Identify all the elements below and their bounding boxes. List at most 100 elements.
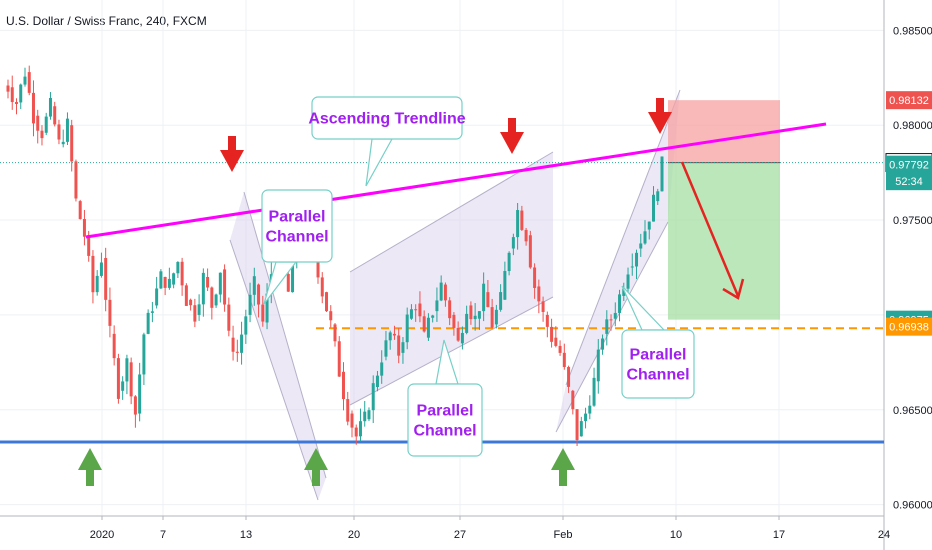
callout-box [407,383,483,457]
candle [469,305,473,320]
candle [630,266,634,268]
candle [163,276,167,288]
candle [652,194,656,222]
candle [490,307,494,328]
candle [218,272,222,295]
candle [443,284,447,301]
callout-text: Parallel [417,403,474,420]
candle [44,116,48,133]
candle [388,332,392,341]
candle [87,235,91,256]
price-badge-text: 0.96938 [889,322,929,334]
green-up-arrow-2 [304,448,328,486]
candle [36,115,40,131]
candle [31,92,35,124]
candle [248,294,252,315]
candle [150,311,154,313]
candle [409,309,413,319]
candle [562,352,566,368]
candle [503,271,507,300]
candle [159,271,163,289]
callout-text: Parallel [269,209,326,226]
candle [439,282,443,301]
candle [125,358,129,382]
candle [265,293,269,323]
green-up-arrow-1 [78,448,102,486]
candle [486,292,490,308]
candle [235,351,239,353]
candle [240,334,244,353]
callout-text: Channel [413,423,476,440]
red-down-arrow-3 [648,98,672,134]
candle [418,303,422,317]
candle [533,267,537,288]
candle [227,304,231,331]
candle [10,87,14,103]
candle [528,235,532,268]
callout-channel-3: Parallel Channel [621,285,695,399]
candle [524,229,528,242]
callout-channel-2: Parallel Channel [407,339,483,457]
candle [367,410,371,420]
candle [537,286,541,302]
candle [494,309,498,325]
candle [601,338,605,350]
candle [354,427,358,437]
callout-text: Parallel [630,347,687,364]
forecast-arrow-head [722,278,745,300]
candle [511,237,515,249]
candle [482,283,486,312]
candle [380,362,384,376]
candle [57,124,61,140]
y-tick-label: 0.98000 [893,120,932,132]
callout-tail [365,138,394,187]
candle [473,315,477,320]
candle [431,315,435,318]
candle [520,210,524,230]
parallel-channel-1-edge [243,191,327,479]
candle [618,294,622,313]
red-down-arrow-1 [220,136,244,172]
candle [133,396,137,415]
take-profit-zone [668,162,780,320]
callout-text: Channel [626,367,689,384]
candle [197,304,201,315]
candle [129,362,133,397]
candle [584,413,588,422]
candle [223,269,227,305]
x-tick-label: 17 [773,529,785,541]
candle [116,358,120,399]
callout-box [621,329,695,399]
candle [588,405,592,414]
candle [189,299,193,306]
candle [252,276,256,295]
candle [244,316,248,335]
ascending-trendline [85,122,827,239]
candle [401,342,405,353]
price-badge [886,155,932,174]
candle [516,210,520,238]
y-tick-label: 0.98500 [893,25,932,37]
candle [414,309,418,311]
arrow-head [78,448,102,470]
candle [65,118,69,142]
candle [545,314,549,327]
callout-text: Ascending Trendline [308,111,465,128]
candle [346,399,350,422]
arrow-head [551,448,575,470]
callout-text: Channel [265,229,328,246]
candle [452,314,456,328]
candle [104,258,108,300]
candle [27,72,31,93]
candle [257,284,261,305]
candle [316,248,320,278]
candle [142,334,146,375]
candle [656,191,660,202]
candle [422,316,426,332]
candle [397,335,401,356]
candle [214,294,218,306]
candle [121,381,125,391]
candle [286,273,290,292]
stop-loss-zone [668,100,780,163]
